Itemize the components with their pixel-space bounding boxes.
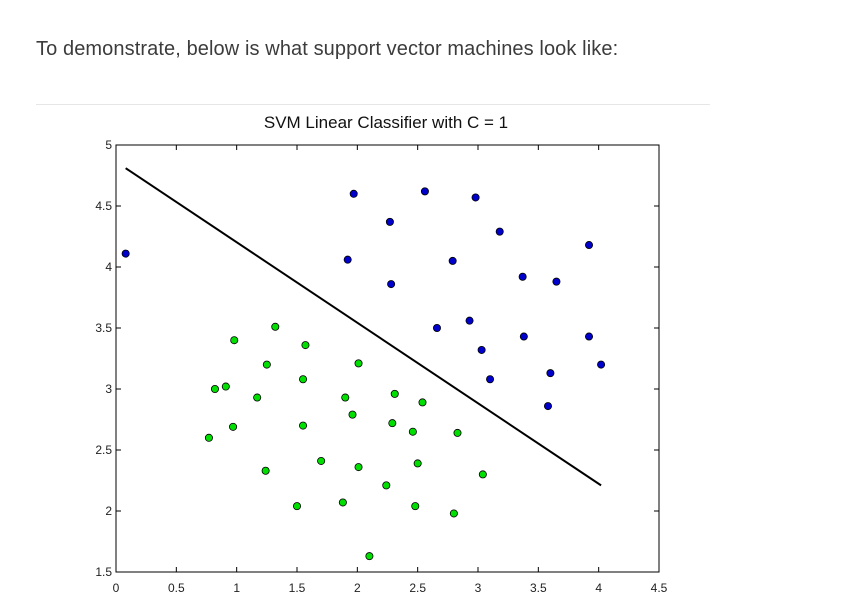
data-point-green [338, 498, 347, 507]
x-tick-label: 0 [113, 581, 120, 595]
x-tick-label: 1.5 [289, 581, 306, 595]
data-point-blue [432, 323, 441, 332]
y-tick-label: 2.5 [95, 443, 112, 457]
plot-area: 0 0.5 1 1.5 2 2.5 3 3.5 4 4.5 1.5 2 2.5 3 3.5 4 4.5 5 [95, 138, 667, 595]
data-point-blue [471, 193, 480, 202]
data-point-blue [519, 332, 528, 341]
data-point-green [408, 427, 417, 436]
data-point-green [388, 419, 397, 428]
y-tick-label: 4.5 [95, 199, 112, 213]
data-point-green [262, 360, 271, 369]
data-point-green [299, 375, 308, 384]
x-tick-label: 0.5 [168, 581, 185, 595]
data-point-blue [343, 255, 352, 264]
data-point-blue [597, 360, 606, 369]
data-point-green [453, 428, 462, 437]
data-point-green [365, 552, 374, 561]
data-point-green [390, 389, 399, 398]
data-point-green [449, 509, 458, 518]
data-point-blue [518, 272, 527, 281]
data-point-green [253, 393, 262, 402]
y-tick-label: 3.5 [95, 321, 112, 335]
y-tick-label: 5 [105, 138, 112, 152]
data-point-blue [385, 217, 394, 226]
y-tick-label: 3 [105, 382, 112, 396]
plot-frame [115, 144, 660, 573]
y-tick-label: 2 [105, 504, 112, 518]
data-point-blue [546, 369, 555, 378]
data-point-blue [495, 227, 504, 236]
data-point-blue [448, 256, 457, 265]
data-point-green [230, 336, 239, 345]
data-point-green [271, 322, 280, 331]
data-point-green [261, 466, 270, 475]
x-tick-label: 4 [595, 581, 602, 595]
data-point-blue [465, 316, 474, 325]
data-point-green [210, 384, 219, 393]
data-point-green [411, 502, 420, 511]
x-tick-label: 1 [233, 581, 240, 595]
data-point-green [413, 459, 422, 468]
data-point-green [478, 470, 487, 479]
data-point-green [382, 481, 391, 490]
data-point-blue [585, 332, 594, 341]
data-point-green [204, 433, 213, 442]
data-point-blue [121, 249, 130, 258]
data-point-blue [585, 241, 594, 250]
data-point-green [221, 382, 230, 391]
intro-text: To demonstrate, below is what support ve… [36, 38, 619, 60]
data-point-blue [486, 375, 495, 384]
data-point-green [292, 502, 301, 511]
x-tick-label: 3.5 [530, 581, 547, 595]
chart-title: SVM Linear Classifier with C = 1 [264, 113, 508, 132]
divider [36, 104, 710, 105]
x-tick-label: 4.5 [651, 581, 668, 595]
data-point-green [354, 359, 363, 368]
data-point-green [348, 410, 357, 419]
x-tick-label: 2 [354, 581, 361, 595]
data-point-blue [387, 280, 396, 289]
x-tick-label: 2.5 [409, 581, 426, 595]
data-point-green [418, 398, 427, 407]
data-point-green [341, 393, 350, 402]
data-point-green [229, 422, 238, 431]
data-point-green [354, 463, 363, 472]
data-point-blue [420, 187, 429, 196]
data-point-blue [477, 345, 486, 354]
decision-boundary-line [125, 167, 602, 487]
data-point-blue [543, 402, 552, 411]
data-point-blue [552, 277, 561, 286]
y-tick-label: 4 [105, 260, 112, 274]
data-point-blue [349, 189, 358, 198]
y-tick-label: 1.5 [95, 565, 112, 579]
x-tick-label: 3 [475, 581, 482, 595]
data-point-green [317, 456, 326, 465]
data-point-green [299, 421, 308, 430]
data-point-green [301, 341, 310, 350]
